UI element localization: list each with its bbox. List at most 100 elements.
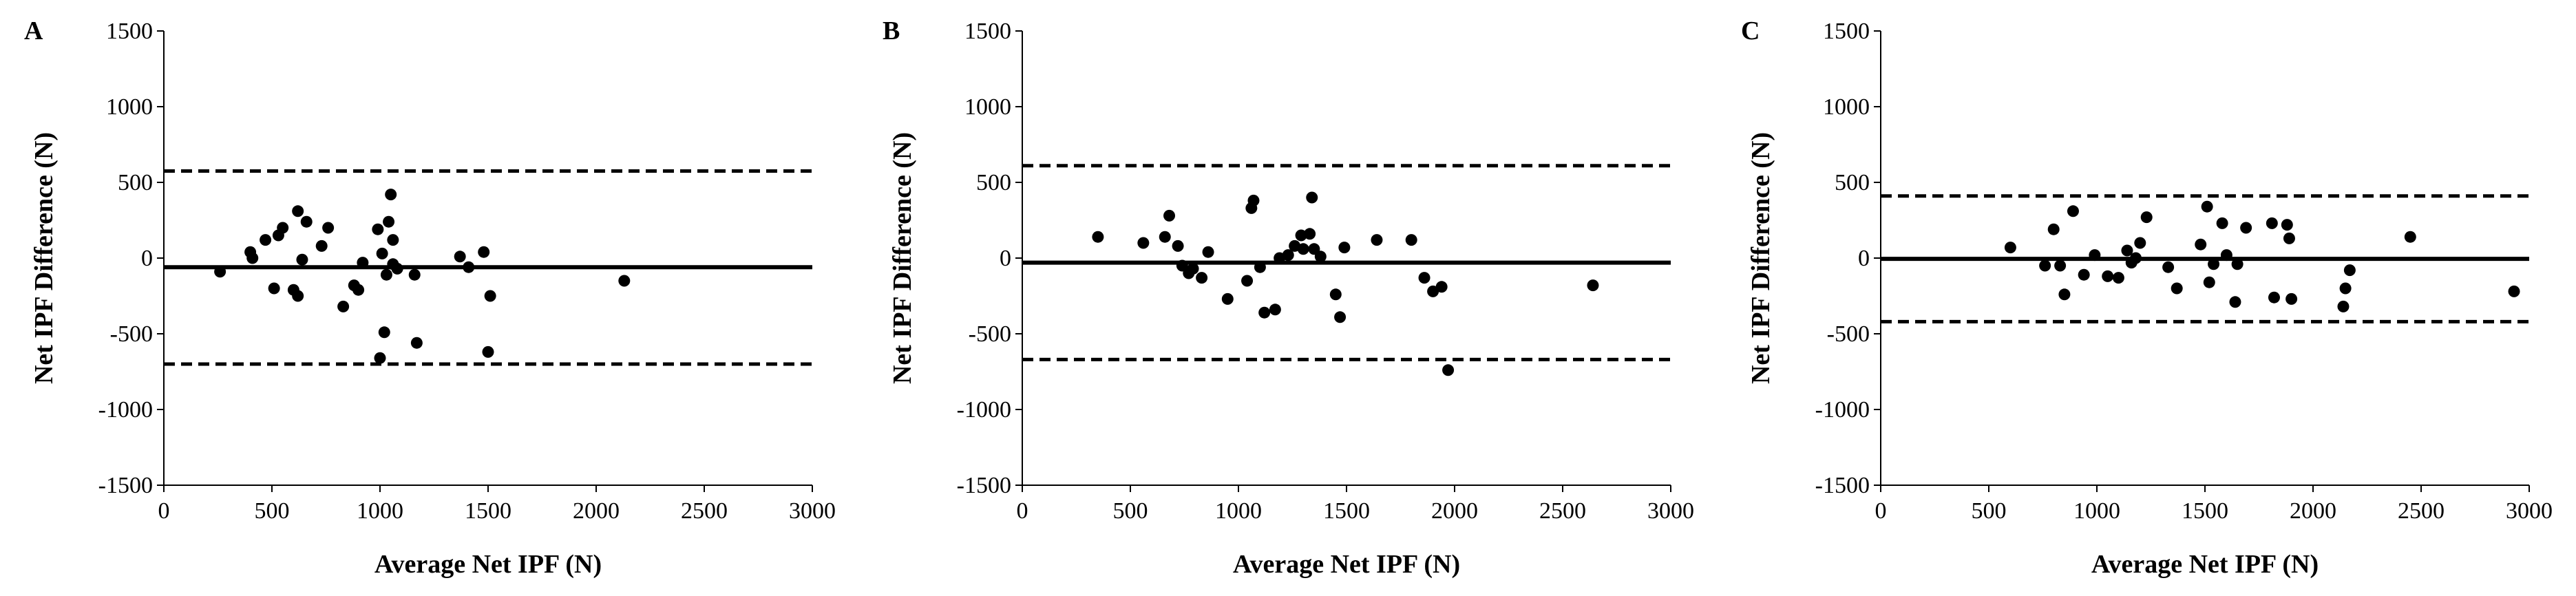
data-point: [1269, 304, 1281, 316]
data-point: [268, 282, 280, 295]
x-tick-label: 0: [1017, 498, 1028, 524]
x-axis-title: Average Net IPF (N): [2091, 550, 2319, 579]
data-point: [1196, 272, 1208, 284]
data-point: [322, 222, 335, 234]
y-tick-label: 500: [976, 170, 1011, 195]
data-point: [2337, 300, 2350, 312]
scatter-plot-svg: B -1500 -1000 -500 0 500 1000 1500 0 500 1000 1500 2…: [883, 17, 1694, 579]
data-point: [2078, 268, 2090, 281]
data-point: [1371, 234, 1383, 246]
x-tick-label: 500: [1113, 498, 1148, 524]
data-point: [2229, 296, 2241, 308]
y-tick-label: -1500: [957, 473, 1011, 498]
data-point: [1176, 259, 1188, 272]
x-tick-label: 1000: [2073, 498, 2120, 524]
data-point: [1418, 272, 1430, 284]
data-point: [2266, 217, 2278, 229]
y-tick-label: 0: [141, 246, 153, 271]
x-tick-label: 3000: [1647, 498, 1694, 524]
data-point: [2216, 217, 2228, 229]
y-tick-label: -1500: [1815, 473, 1870, 498]
data-point: [1137, 237, 1150, 249]
data-point: [372, 223, 384, 235]
data-point: [1304, 228, 1316, 240]
x-tick-label: 0: [1875, 498, 1887, 524]
data-point: [1159, 231, 1171, 243]
data-point: [1308, 243, 1320, 255]
data-point: [378, 326, 390, 339]
data-point: [2268, 291, 2280, 304]
data-point: [2162, 261, 2175, 273]
data-point: [2004, 242, 2016, 254]
data-point: [1221, 292, 1234, 305]
y-tick-label: 1500: [1823, 19, 1870, 44]
x-tick-label: 2000: [2290, 498, 2336, 524]
data-point: [380, 268, 392, 281]
data-point: [387, 234, 399, 246]
x-tick-label: 0: [158, 498, 170, 524]
panel-letter: B: [883, 17, 900, 45]
data-point: [2067, 205, 2079, 217]
y-tick-label: 1000: [106, 94, 153, 120]
y-tick-label: 0: [1858, 246, 1870, 271]
data-point: [1427, 285, 1439, 297]
data-point: [2121, 244, 2133, 257]
data-point: [2343, 264, 2356, 277]
data-point: [2203, 276, 2215, 288]
y-tick-label: -1000: [957, 397, 1011, 423]
data-point: [2240, 222, 2252, 234]
data-point: [1295, 229, 1307, 242]
data-point: [2134, 237, 2146, 249]
y-tick-label: -1000: [98, 397, 153, 423]
data-point: [2195, 238, 2207, 251]
x-tick-label: 2000: [1431, 498, 1478, 524]
y-tick-label: -1000: [1815, 397, 1870, 423]
y-axis-title: Net IPF Difference (N): [888, 132, 917, 384]
data-point: [618, 275, 631, 287]
y-tick-label: 1500: [106, 19, 153, 44]
data-point: [246, 252, 259, 264]
data-point: [1163, 209, 1176, 222]
chart-panel-b: B -1500 -1000 -500 0 500 1000 1500 0 500 1000 1500 2…: [858, 0, 1717, 596]
y-tick-label: -500: [1827, 321, 1870, 347]
x-tick-label: 2000: [573, 498, 620, 524]
y-tick-label: -500: [110, 321, 153, 347]
data-point: [2339, 282, 2352, 295]
data-point: [2171, 282, 2183, 295]
data-point: [277, 222, 289, 234]
panel-letter: C: [1741, 17, 1760, 45]
data-point: [1282, 249, 1294, 262]
data-point: [463, 261, 475, 273]
data-point: [1172, 240, 1184, 252]
y-tick-label: -500: [969, 321, 1011, 347]
data-point: [315, 240, 328, 252]
data-point: [2508, 285, 2520, 297]
x-tick-label: 1000: [1215, 498, 1262, 524]
y-tick-label: 500: [1835, 170, 1870, 195]
data-point: [1435, 281, 1448, 293]
data-point: [1442, 364, 1455, 376]
data-point: [454, 251, 466, 263]
data-point: [2404, 231, 2416, 243]
data-point: [2208, 258, 2220, 270]
scatter-plot-svg: A -1500 -1000 -500 0 500 1000 1500 0 500 1000 1500 2…: [24, 17, 836, 579]
data-point: [2089, 249, 2101, 262]
data-point: [1258, 306, 1271, 319]
x-tick-label: 3000: [2506, 498, 2553, 524]
data-point: [1187, 262, 1199, 275]
x-tick-label: 1000: [357, 498, 403, 524]
data-point: [2220, 249, 2232, 262]
data-point: [357, 257, 369, 269]
y-tick-label: -1500: [98, 473, 153, 498]
data-point: [2285, 292, 2298, 305]
data-point: [410, 337, 423, 349]
data-point: [2102, 270, 2114, 282]
chart-panel-c: C -1500 -1000 -500 0 500 1000 1500 0 500 1000 1500 2…: [1717, 0, 2575, 596]
y-axis-title: Net IPF Difference (N): [30, 132, 59, 384]
data-point: [482, 345, 494, 358]
data-point: [2281, 219, 2293, 231]
x-tick-label: 1500: [2182, 498, 2228, 524]
data-point: [214, 266, 226, 278]
data-point: [1334, 311, 1347, 323]
data-point: [1306, 191, 1318, 204]
